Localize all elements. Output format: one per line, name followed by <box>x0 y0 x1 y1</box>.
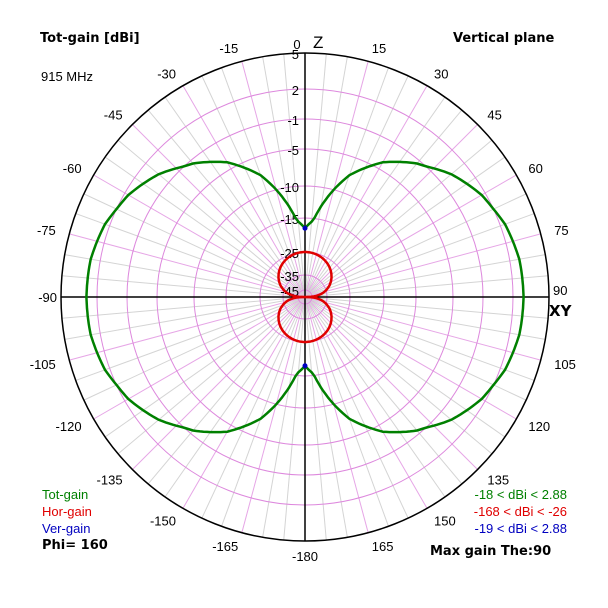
frequency-label: 915 MHz <box>41 69 94 84</box>
legend-left: Tot-gain Hor-gain Ver-gain Phi= 160 <box>42 486 108 554</box>
svg-text:60: 60 <box>528 161 542 176</box>
svg-text:-60: -60 <box>63 161 82 176</box>
svg-text:-35: -35 <box>280 269 299 284</box>
svg-text:15: 15 <box>372 41 386 56</box>
svg-text:-165: -165 <box>212 539 238 554</box>
svg-text:-135: -135 <box>97 472 123 487</box>
svg-text:2: 2 <box>292 83 299 98</box>
range-tot-gain: -18 < dBi < 2.88 <box>474 487 567 502</box>
svg-text:-1: -1 <box>287 113 299 128</box>
svg-text:-180: -180 <box>292 549 318 564</box>
chart-title: Tot-gain [dBi] <box>40 31 140 46</box>
svg-text:-120: -120 <box>56 419 82 434</box>
svg-text:30: 30 <box>434 67 448 82</box>
svg-text:-45: -45 <box>104 108 123 123</box>
svg-text:-25: -25 <box>280 246 299 261</box>
range-hor-gain: -168 < dBi < -26 <box>473 504 567 519</box>
max-gain-label: Max gain The:90 <box>430 544 552 559</box>
legend-right: -18 < dBi < 2.88 -168 < dBi < -26 -19 < … <box>459 486 567 537</box>
svg-text:0: 0 <box>293 37 300 52</box>
svg-text:-150: -150 <box>150 513 176 528</box>
svg-text:-5: -5 <box>287 143 299 158</box>
legend-hor-gain: Hor-gain <box>42 504 92 519</box>
svg-text:-30: -30 <box>157 67 176 82</box>
legend-tot-gain: Tot-gain <box>42 487 89 502</box>
svg-text:150: 150 <box>434 513 456 528</box>
svg-text:-10: -10 <box>280 180 299 195</box>
svg-text:-75: -75 <box>37 223 56 238</box>
svg-text:-15: -15 <box>219 41 238 56</box>
svg-text:135: 135 <box>487 472 509 487</box>
svg-text:45: 45 <box>487 108 501 123</box>
svg-text:-90: -90 <box>38 290 57 305</box>
svg-text:120: 120 <box>528 419 550 434</box>
plane-label: Vertical plane <box>453 31 555 46</box>
xy-axis-label: XY <box>549 302 572 320</box>
legend-ver-gain: Ver-gain <box>42 521 91 536</box>
svg-text:105: 105 <box>554 357 576 372</box>
svg-text:5: 5 <box>292 47 299 62</box>
svg-text:75: 75 <box>554 223 568 238</box>
phi-label: Phi= 160 <box>42 538 108 553</box>
z-axis-label: Z <box>313 33 324 52</box>
svg-text:-105: -105 <box>30 357 56 372</box>
svg-text:165: 165 <box>372 539 394 554</box>
svg-text:90: 90 <box>553 283 567 298</box>
range-ver-gain: -19 < dBi < 2.88 <box>474 521 567 536</box>
